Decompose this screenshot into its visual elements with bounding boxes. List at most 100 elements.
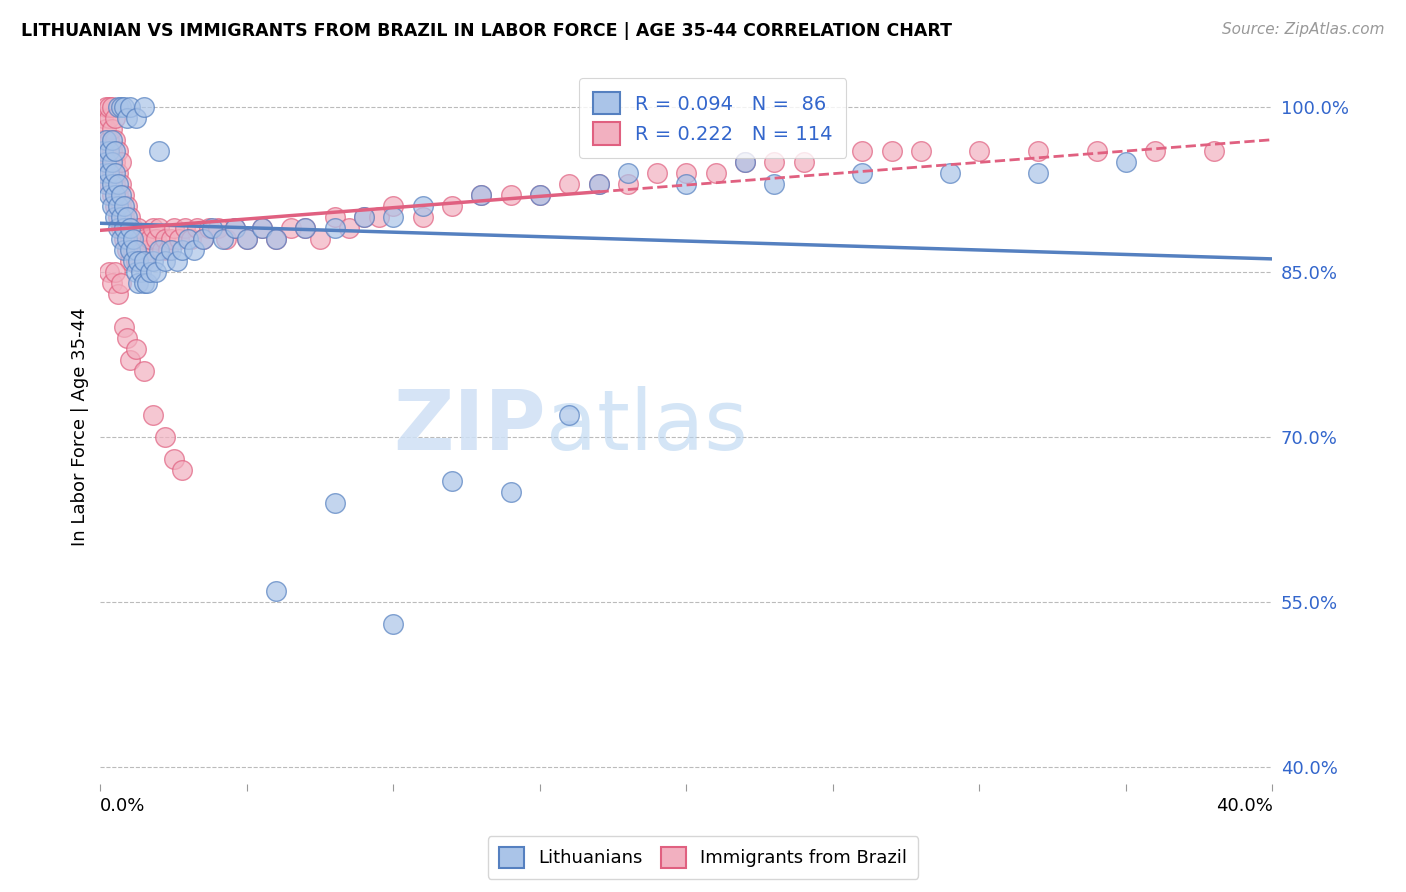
- Point: [224, 221, 246, 235]
- Point: [104, 144, 127, 158]
- Point: [353, 210, 375, 224]
- Point: [121, 254, 143, 268]
- Point: [101, 199, 124, 213]
- Point: [98, 111, 121, 125]
- Point: [91, 155, 114, 169]
- Point: [110, 188, 132, 202]
- Point: [224, 221, 246, 235]
- Point: [148, 243, 170, 257]
- Point: [115, 232, 138, 246]
- Point: [645, 166, 668, 180]
- Point: [104, 188, 127, 202]
- Point: [107, 177, 129, 191]
- Point: [96, 100, 118, 114]
- Text: ZIP: ZIP: [394, 385, 546, 467]
- Point: [159, 243, 181, 257]
- Point: [118, 210, 141, 224]
- Point: [153, 430, 176, 444]
- Point: [101, 122, 124, 136]
- Point: [134, 254, 156, 268]
- Point: [104, 199, 127, 213]
- Point: [124, 265, 146, 279]
- Point: [112, 188, 135, 202]
- Point: [112, 243, 135, 257]
- Point: [323, 210, 346, 224]
- Point: [134, 364, 156, 378]
- Point: [115, 111, 138, 125]
- Point: [107, 199, 129, 213]
- Point: [382, 199, 405, 213]
- Point: [588, 177, 610, 191]
- Point: [115, 221, 138, 235]
- Point: [139, 232, 162, 246]
- Point: [112, 232, 135, 246]
- Y-axis label: In Labor Force | Age 35-44: In Labor Force | Age 35-44: [72, 307, 89, 546]
- Point: [134, 276, 156, 290]
- Point: [110, 177, 132, 191]
- Text: atlas: atlas: [546, 385, 748, 467]
- Point: [134, 232, 156, 246]
- Point: [191, 232, 214, 246]
- Point: [180, 232, 202, 246]
- Point: [734, 155, 756, 169]
- Point: [91, 111, 114, 125]
- Point: [98, 177, 121, 191]
- Point: [763, 177, 786, 191]
- Point: [115, 199, 138, 213]
- Point: [148, 221, 170, 235]
- Point: [215, 232, 238, 246]
- Point: [124, 111, 146, 125]
- Point: [91, 133, 114, 147]
- Point: [104, 166, 127, 180]
- Point: [529, 188, 551, 202]
- Point: [96, 144, 118, 158]
- Point: [236, 232, 259, 246]
- Point: [851, 166, 873, 180]
- Point: [323, 221, 346, 235]
- Point: [440, 199, 463, 213]
- Point: [470, 188, 492, 202]
- Point: [412, 210, 434, 224]
- Point: [142, 254, 165, 268]
- Point: [264, 232, 287, 246]
- Point: [139, 265, 162, 279]
- Point: [412, 199, 434, 213]
- Point: [186, 221, 208, 235]
- Point: [172, 463, 194, 477]
- Point: [142, 221, 165, 235]
- Text: 40.0%: 40.0%: [1216, 797, 1272, 815]
- Point: [617, 177, 640, 191]
- Point: [294, 221, 316, 235]
- Point: [162, 452, 184, 467]
- Point: [101, 188, 124, 202]
- Point: [91, 144, 114, 158]
- Point: [153, 232, 176, 246]
- Point: [197, 221, 219, 235]
- Point: [704, 166, 727, 180]
- Point: [470, 188, 492, 202]
- Point: [107, 166, 129, 180]
- Point: [127, 243, 149, 257]
- Point: [134, 100, 156, 114]
- Point: [1202, 144, 1225, 158]
- Point: [112, 199, 135, 213]
- Point: [110, 232, 132, 246]
- Point: [910, 144, 932, 158]
- Point: [98, 133, 121, 147]
- Point: [118, 100, 141, 114]
- Point: [101, 144, 124, 158]
- Point: [250, 221, 273, 235]
- Point: [131, 243, 153, 257]
- Point: [353, 210, 375, 224]
- Point: [104, 210, 127, 224]
- Point: [172, 243, 194, 257]
- Text: Source: ZipAtlas.com: Source: ZipAtlas.com: [1222, 22, 1385, 37]
- Point: [150, 243, 173, 257]
- Point: [1144, 144, 1167, 158]
- Point: [118, 232, 141, 246]
- Point: [118, 353, 141, 368]
- Point: [382, 210, 405, 224]
- Point: [110, 210, 132, 224]
- Legend: Lithuanians, Immigrants from Brazil: Lithuanians, Immigrants from Brazil: [488, 836, 918, 879]
- Point: [156, 243, 179, 257]
